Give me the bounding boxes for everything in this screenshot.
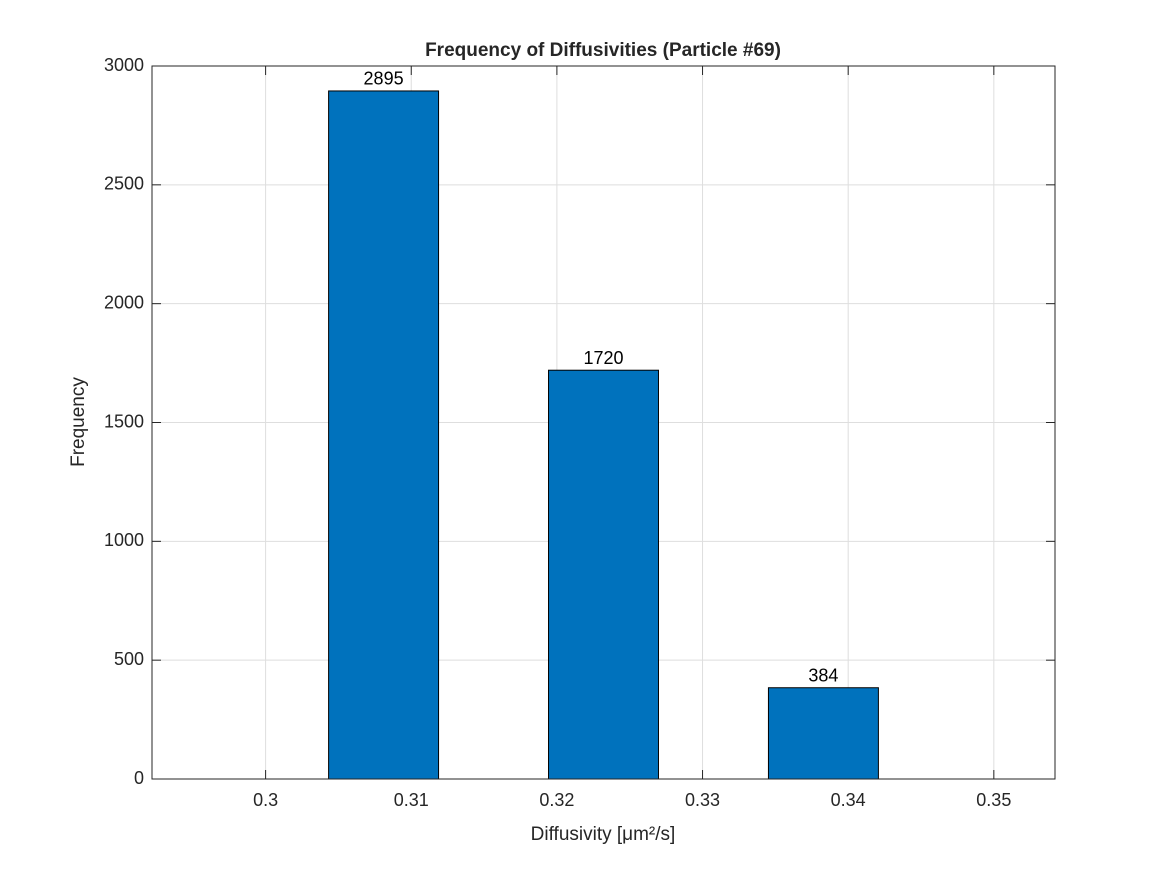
data-label: 1720: [583, 348, 623, 368]
x-tick-label: 0.33: [685, 790, 720, 810]
y-tick-label: 3000: [104, 55, 144, 75]
bar: [328, 90, 440, 780]
x-axis-label: Diffusivity [μm²/s]: [531, 824, 676, 845]
y-tick-label: 1000: [104, 530, 144, 550]
y-tick-label: 500: [114, 649, 144, 669]
y-tick-label: 2000: [104, 292, 144, 312]
y-tick-label: 0: [134, 768, 144, 788]
x-tick-label: 0.35: [976, 790, 1011, 810]
x-tick-label: 0.31: [394, 790, 429, 810]
chart-title: Frequency of Diffusivities (Particle #69…: [425, 40, 781, 61]
axes-box: [151, 65, 1056, 780]
y-tick-label: 1500: [104, 411, 144, 431]
data-label: 384: [808, 665, 838, 685]
y-tick-label: 2500: [104, 174, 144, 194]
data-label: 2895: [364, 69, 404, 89]
x-tick-label: 0.3: [253, 790, 278, 810]
y-axis-label: Frequency: [68, 377, 89, 467]
bar: [548, 369, 659, 780]
x-tick-label: 0.32: [539, 790, 574, 810]
x-tick-label: 0.34: [831, 790, 866, 810]
bar: [767, 687, 879, 780]
